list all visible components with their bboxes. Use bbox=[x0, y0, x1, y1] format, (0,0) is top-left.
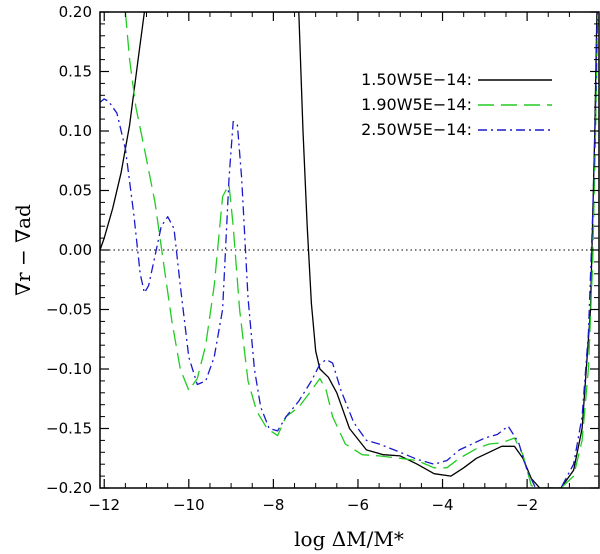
legend-label-3: 2.50W5E−14: bbox=[361, 120, 472, 139]
x-tick-label: −10 bbox=[173, 496, 205, 514]
y-tick-label: −0.05 bbox=[46, 301, 92, 319]
legend-label-2: 1.90W5E−14: bbox=[361, 95, 472, 114]
y-tick-label: 0.00 bbox=[59, 241, 92, 259]
series-line-3 bbox=[100, 12, 598, 488]
legend: 1.50W5E−14: 1.90W5E−14: 2.50W5E−14: bbox=[361, 70, 552, 139]
y-tick-label: 0.05 bbox=[59, 182, 92, 200]
series-layer bbox=[100, 12, 599, 488]
x-tick-label: −6 bbox=[347, 496, 369, 514]
legend-label-1: 1.50W5E−14: bbox=[361, 70, 472, 89]
y-tick-label: 0.10 bbox=[59, 122, 92, 140]
y-tick-label: −0.20 bbox=[46, 479, 92, 497]
x-tick-label: −4 bbox=[431, 496, 453, 514]
x-tick-label: −12 bbox=[88, 496, 120, 514]
x-tick-label: −2 bbox=[516, 496, 538, 514]
ticks-layer: −12 −10 −8 −6 −4 −2 0.20 0.15 0.10 0.05 0.00 −0.05 −… bbox=[46, 3, 599, 514]
series-line-2 bbox=[124, 12, 599, 488]
x-tick-label: −8 bbox=[262, 496, 284, 514]
series-line-1 bbox=[100, 12, 598, 488]
y-tick-label: −0.10 bbox=[46, 360, 92, 378]
y-axis-title: ∇r − ∇ad bbox=[11, 204, 35, 296]
x-axis-title: log ΔM/M* bbox=[294, 527, 404, 551]
y-tick-label: −0.15 bbox=[46, 420, 92, 438]
y-tick-label: 0.20 bbox=[59, 3, 92, 21]
y-tick-label: 0.15 bbox=[59, 63, 92, 81]
